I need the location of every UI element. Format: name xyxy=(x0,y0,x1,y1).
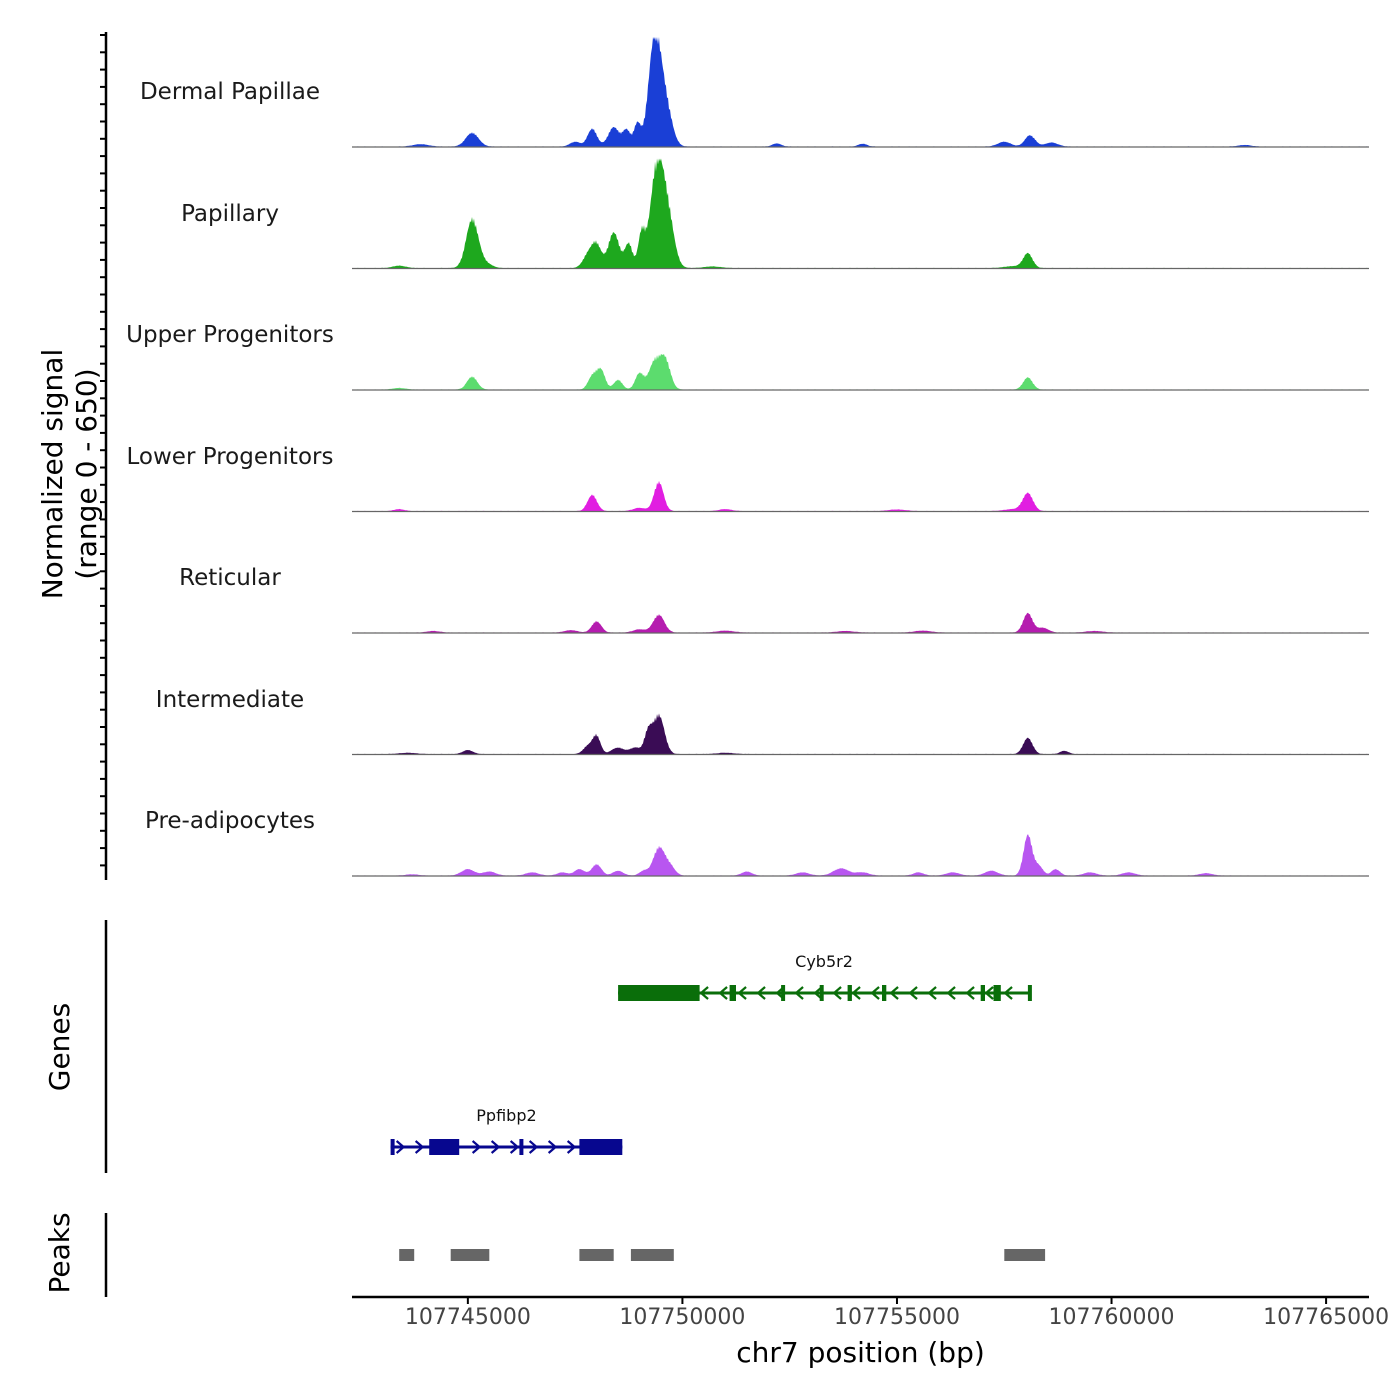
gene-strand-arrow xyxy=(509,1140,520,1154)
x-axis-label: chr7 position (bp) xyxy=(736,1336,985,1369)
gene-strand-arrow xyxy=(395,1140,406,1154)
gene-strand-arrow xyxy=(870,986,880,1000)
peak-region xyxy=(1004,1249,1046,1261)
gene-label-cyb5r2: Cyb5r2 xyxy=(795,952,853,971)
gene-exon xyxy=(729,985,736,1001)
gene-strand-arrow xyxy=(718,986,728,1000)
x-tick-label: 107755000 xyxy=(833,1305,960,1330)
signal-area-reticular xyxy=(352,612,1369,633)
x-tick-label: 107750000 xyxy=(619,1305,746,1330)
peak-region xyxy=(399,1249,415,1261)
gene-strand-arrow xyxy=(737,986,747,1000)
gene-strand-arrow xyxy=(965,986,975,1000)
track-label-papillary: Papillary xyxy=(181,200,279,227)
signal-area-lower-progenitors xyxy=(352,480,1369,512)
gene-strand-arrow xyxy=(471,1140,482,1154)
gene-exon xyxy=(429,1139,460,1155)
peak-region xyxy=(579,1249,614,1261)
gene-exon xyxy=(390,1139,395,1155)
track-label-dermal-papillae: Dermal Papillae xyxy=(139,79,321,105)
gene-strand-arrow xyxy=(794,986,804,1000)
track-label-intermediate: Intermediate xyxy=(155,686,305,713)
peak-region xyxy=(630,1249,674,1261)
track-label-lower-progenitors: Lower Progenitors xyxy=(126,443,334,470)
gene-strand-arrow xyxy=(889,986,899,1000)
gene-strand-arrow xyxy=(547,1140,558,1154)
gene-strand-arrow xyxy=(946,986,956,1000)
gene-strand-arrow xyxy=(1003,986,1013,1000)
track-label-upper-progenitors: Upper Progenitors xyxy=(126,322,334,348)
gene-exon xyxy=(1027,985,1032,1001)
signal-area-papillary xyxy=(352,158,1369,269)
gene-strand-arrow xyxy=(528,1140,539,1154)
gene-strand-arrow xyxy=(414,1140,425,1154)
x-tick-label: 107745000 xyxy=(404,1305,531,1330)
gene-exon xyxy=(819,985,824,1001)
gene-strand-arrow xyxy=(832,986,842,1000)
gene-strand-arrow xyxy=(813,986,823,1000)
gene-strand-arrow xyxy=(490,1140,501,1154)
signal-area-intermediate xyxy=(352,713,1369,755)
peak-region xyxy=(450,1249,490,1261)
gene-strand-arrow xyxy=(756,986,766,1000)
gene-exon xyxy=(618,985,700,1001)
gene-exon xyxy=(519,1139,524,1155)
gene-strand-arrow xyxy=(927,986,937,1000)
gene-strand-arrow xyxy=(775,986,785,1000)
track-label-reticular: Reticular xyxy=(179,565,281,591)
gene-exon xyxy=(781,985,786,1001)
gene-strand-arrow xyxy=(851,986,861,1000)
gene-strand-arrow xyxy=(566,1140,577,1154)
gene-exon xyxy=(882,985,887,1001)
x-tick-label: 107760000 xyxy=(1048,1305,1175,1330)
gene-exon xyxy=(993,985,1001,1001)
gene-label-ppfibp2: Ppfibp2 xyxy=(476,1106,537,1125)
gene-strand-arrow xyxy=(908,986,918,1000)
gene-strand-arrow xyxy=(984,986,994,1000)
gene-exon xyxy=(579,1139,623,1155)
x-tick-label: 107765000 xyxy=(1263,1305,1390,1330)
signal-area-upper-progenitors xyxy=(352,354,1369,390)
gene-exon xyxy=(847,985,852,1001)
gene-exon xyxy=(980,985,985,1001)
signal-area-dermal-papillae xyxy=(352,37,1369,147)
signal-area-pre-adipocytes xyxy=(352,834,1369,876)
gene-strand-arrow xyxy=(699,986,709,1000)
track-label-pre-adipocytes: Pre-adipocytes xyxy=(144,808,316,834)
